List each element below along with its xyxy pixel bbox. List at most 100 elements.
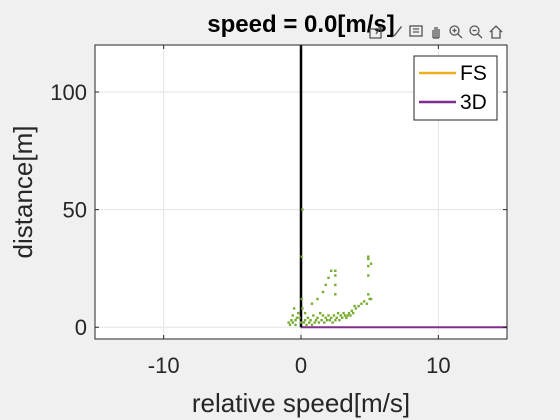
data-point (343, 314, 347, 317)
data-point (306, 316, 310, 320)
data-point (290, 318, 293, 322)
pan-icon[interactable] (426, 22, 446, 42)
data-point (310, 302, 314, 305)
data-point (300, 255, 303, 258)
data-point (327, 314, 330, 317)
data-point (321, 314, 325, 317)
data-point (303, 318, 307, 322)
data-point (287, 321, 290, 324)
data-point (368, 297, 371, 301)
data-point (312, 314, 315, 317)
legend-label: 3D (460, 91, 487, 114)
data-point (316, 297, 319, 301)
data-point (297, 311, 300, 315)
data-point (354, 307, 358, 310)
y-tick-label: 50 (63, 198, 87, 223)
data-point (369, 297, 373, 301)
data-point (335, 316, 338, 320)
legend-box (413, 55, 498, 121)
data-point (320, 318, 323, 322)
data-point (324, 316, 327, 320)
data-point (308, 321, 311, 324)
data-point (350, 309, 354, 312)
data-point (305, 323, 308, 327)
zoom-in-icon[interactable] (446, 22, 466, 42)
data-point (342, 311, 345, 315)
data-point (330, 316, 333, 320)
data-point (349, 314, 352, 317)
data-point (321, 290, 325, 294)
data-point (324, 283, 327, 287)
data-point (294, 323, 297, 327)
data-point (309, 318, 312, 322)
data-point (353, 304, 356, 308)
x-axis-label: relative speed[m/s] (192, 388, 410, 418)
data-point (298, 316, 301, 320)
plot-area (287, 45, 507, 329)
data-point (299, 321, 303, 324)
data-point (347, 311, 351, 315)
x-tick-label: -10 (148, 353, 180, 378)
data-point (294, 318, 297, 322)
data-point (331, 321, 334, 324)
y-axis-label: distance[m] (8, 126, 38, 259)
data-point (346, 314, 349, 317)
data-point (291, 314, 294, 317)
data-point (292, 307, 296, 310)
brush-icon[interactable] (386, 22, 406, 42)
data-point (323, 321, 326, 324)
home-icon[interactable] (486, 22, 506, 42)
data-tips-icon[interactable] (406, 22, 426, 42)
data-point (367, 293, 370, 296)
data-point (334, 283, 337, 287)
data-point (341, 316, 344, 320)
y-tick-label: 0 (75, 315, 87, 340)
data-point (302, 321, 305, 324)
data-point (316, 316, 319, 320)
x-tick-label: 0 (295, 353, 307, 378)
legend: FS 3D (413, 55, 498, 121)
data-point (338, 318, 341, 322)
export-icon[interactable] (366, 22, 386, 42)
data-point (334, 318, 337, 322)
legend-label: FS (460, 62, 487, 85)
data-point (310, 323, 314, 327)
data-point (334, 293, 337, 296)
data-point (334, 269, 337, 272)
data-point (301, 307, 304, 310)
data-point (317, 321, 321, 324)
axes-toolbar (366, 22, 506, 42)
data-point (291, 321, 294, 324)
data-point (300, 297, 303, 301)
data-point (357, 304, 360, 308)
data-point (319, 311, 322, 315)
zoom-out-icon[interactable] (466, 22, 486, 42)
data-point (367, 255, 370, 258)
data-point (367, 257, 370, 261)
x-tick-label: 10 (426, 353, 450, 378)
data-point (339, 314, 343, 317)
data-point (367, 264, 370, 268)
data-point (362, 300, 366, 303)
data-point (325, 318, 329, 322)
data-point (314, 318, 318, 322)
data-point (313, 321, 316, 324)
data-point (367, 274, 370, 277)
data-point (327, 276, 330, 280)
data-point (345, 316, 348, 320)
data-point (301, 208, 304, 211)
data-point (295, 316, 299, 320)
y-tick-label: 100 (50, 80, 87, 105)
data-point (365, 302, 369, 305)
data-point (330, 269, 333, 272)
data-point (334, 274, 337, 277)
data-point (360, 302, 363, 305)
data-point (369, 262, 373, 265)
data-point (332, 314, 336, 317)
data-point (351, 311, 355, 315)
data-point (288, 323, 292, 327)
chart-title: speed = 0.0[m/s] (207, 11, 394, 38)
data-point (336, 311, 340, 315)
